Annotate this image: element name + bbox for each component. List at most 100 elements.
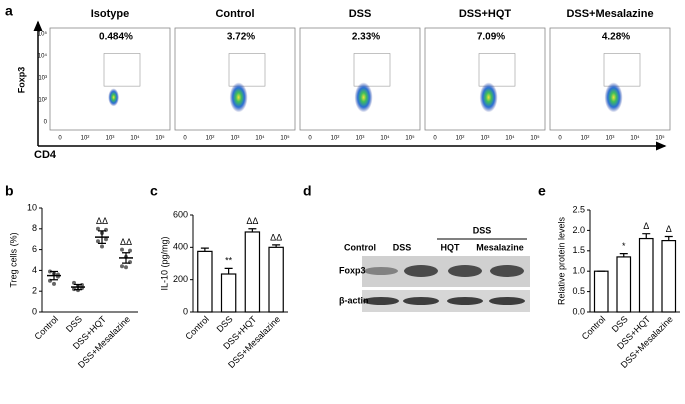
- error-bar: [50, 270, 58, 281]
- error-bar: [664, 235, 673, 241]
- x-tick-label: 10²: [331, 136, 340, 142]
- y-tick-label: 2.5: [572, 204, 585, 214]
- point: [52, 281, 56, 286]
- row-label: Foxp3: [339, 265, 366, 275]
- x-tick-label: 10²: [81, 136, 90, 142]
- annotation: ΔΔ: [246, 216, 258, 226]
- gate: [478, 53, 516, 87]
- annotation: *: [622, 241, 626, 251]
- plot-title: DSS+Mesalazine: [566, 8, 653, 20]
- x-tick-label: 10²: [456, 136, 465, 142]
- panel-label: a: [5, 3, 13, 19]
- x-tick-label: DSS: [64, 314, 84, 334]
- point: [120, 247, 124, 252]
- error-bar: [642, 233, 651, 239]
- y-tick-label: 0: [44, 120, 48, 126]
- error-bar: [200, 247, 209, 252]
- error-bar: [248, 228, 257, 232]
- group-label: DSS: [473, 225, 492, 235]
- x-tick-label: 10⁵: [655, 135, 665, 142]
- y-tick-label: 10²: [38, 98, 47, 104]
- percent: 7.09%: [477, 32, 505, 43]
- x-tick-label: 10²: [206, 136, 215, 142]
- y-tick-label: 0.5: [572, 286, 585, 296]
- y-axis-label: IL-10 (pg/mg): [159, 236, 169, 290]
- x-tick-label: 10²: [581, 136, 590, 142]
- lane-label: HQT: [441, 242, 461, 252]
- band: [490, 265, 524, 277]
- error-bar: [98, 230, 106, 244]
- point: [96, 239, 100, 244]
- plot-title: DSS+HQT: [459, 8, 512, 20]
- y-tick-label: 2: [32, 286, 37, 296]
- y-tick-label: 6: [32, 244, 37, 254]
- x-tick-label: DSS: [215, 314, 235, 334]
- lane-label: Mesalazine: [476, 242, 524, 252]
- x-tick-label: 0: [58, 136, 62, 142]
- band: [363, 297, 399, 305]
- y-tick-label: 0: [32, 306, 37, 316]
- x-tick-label: 0: [558, 136, 562, 142]
- x-tick-label: 10⁵: [405, 135, 415, 142]
- error-bar: [122, 252, 130, 264]
- lane-label: DSS: [393, 242, 412, 252]
- plot-frame: [174, 27, 296, 131]
- point: [104, 237, 108, 242]
- y-tick-label: 200: [173, 274, 188, 284]
- band: [404, 265, 438, 277]
- x-tick-label: 10³: [231, 136, 240, 142]
- bar: [593, 270, 609, 313]
- x-tick-label: Control: [183, 314, 211, 342]
- x-tick-label: 0: [433, 136, 437, 142]
- error-bar: [619, 253, 628, 257]
- cell-cloud: [604, 82, 623, 113]
- x-tick-label: 10⁴: [630, 135, 640, 142]
- flow-x-label: CD4: [34, 149, 57, 161]
- x-tick-label: 10⁴: [255, 135, 265, 142]
- y-axis-label: Treg cells (%): [8, 232, 18, 287]
- x-tick-label: 10⁵: [530, 135, 540, 142]
- error-bar: [224, 267, 233, 275]
- point: [124, 265, 128, 270]
- error-bar: [74, 283, 82, 291]
- y-tick-label: 10⁴: [38, 53, 48, 60]
- percent: 4.28%: [602, 32, 630, 43]
- y-tick-label: 8: [32, 223, 37, 233]
- cell-cloud: [108, 88, 119, 107]
- panel-label: d: [303, 183, 312, 199]
- x-tick-label: 10³: [106, 136, 115, 142]
- plot-frame: [424, 27, 546, 131]
- panel-label: c: [150, 183, 158, 199]
- y-tick-label: 10³: [38, 76, 47, 82]
- gate: [103, 53, 141, 87]
- plot-title: Control: [215, 8, 254, 20]
- x-tick-label: 10⁴: [505, 135, 515, 142]
- y-tick-label: 600: [173, 209, 188, 219]
- lane-label: Control: [344, 242, 376, 252]
- plot-frame: [299, 27, 421, 131]
- x-tick-label: 10⁵: [155, 135, 165, 142]
- bar: [661, 240, 677, 313]
- plot-frame: [49, 27, 171, 131]
- y-tick-label: 10: [27, 202, 37, 212]
- percent: 2.33%: [352, 32, 380, 43]
- point: [120, 264, 124, 269]
- band: [364, 267, 398, 275]
- panel-label: e: [538, 183, 546, 199]
- annotation: ΔΔ: [120, 237, 132, 247]
- point: [128, 248, 132, 253]
- y-axis-label: Relative protein levels: [556, 216, 566, 305]
- plot-title: DSS: [349, 8, 372, 20]
- percent: 3.72%: [227, 32, 255, 43]
- annotation: **: [225, 256, 233, 266]
- percent: 0.484%: [99, 32, 133, 43]
- x-tick-label: 10⁴: [380, 135, 390, 142]
- cell-cloud: [354, 82, 373, 113]
- row-label: β-actin: [339, 295, 369, 305]
- y-tick-label: 10⁵: [38, 31, 48, 38]
- x-tick-label: Control: [33, 314, 61, 342]
- error-bar: [272, 244, 281, 248]
- y-tick-label: 0.0: [572, 306, 585, 316]
- y-tick-label: 1.5: [572, 245, 585, 255]
- flow-y-label: Foxp3: [16, 67, 26, 94]
